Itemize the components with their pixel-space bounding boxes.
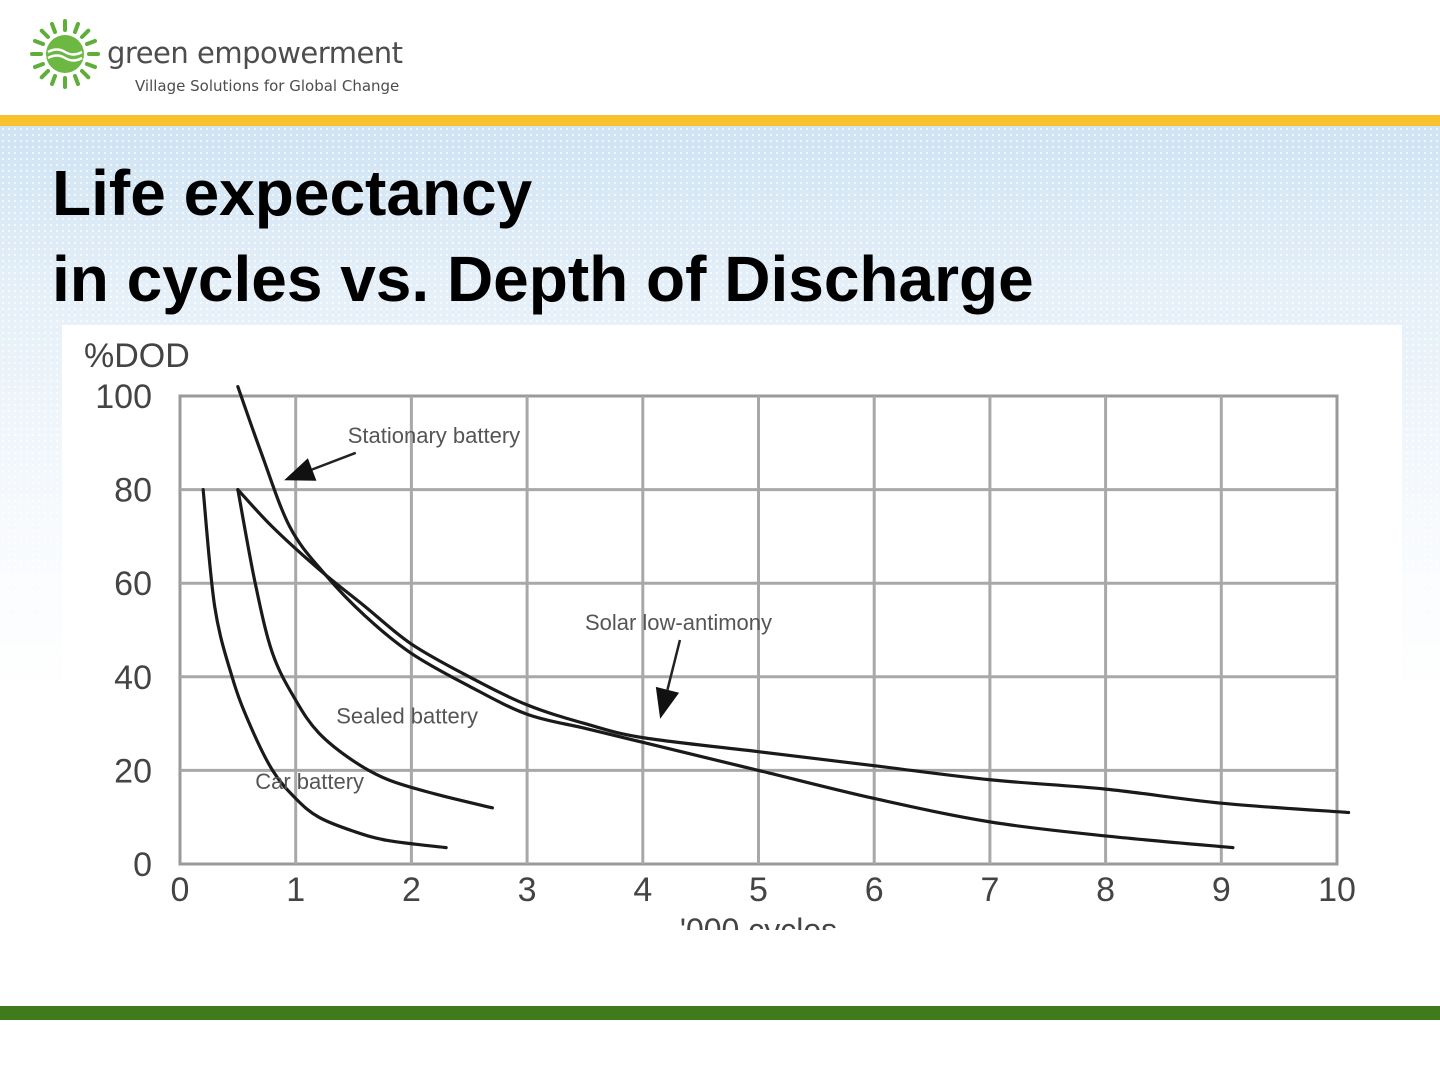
brand-tagline: Village Solutions for Global Change: [135, 77, 400, 95]
x-tick-label: 9: [1212, 871, 1231, 909]
annotation-arrow-line: [311, 451, 357, 471]
annotation-sealed-battery: Sealed battery: [336, 704, 478, 729]
x-tick-label: 1: [286, 871, 305, 909]
x-axis-label: '000 cycles: [680, 912, 837, 930]
series-line-car-battery: [201, 488, 448, 850]
title-line-2: in cycles vs. Depth of Discharge: [52, 243, 1034, 315]
slide-header: green empowerment Village Solutions for …: [0, 0, 1440, 115]
y-tick-label: 60: [114, 565, 152, 603]
y-tick-label: 80: [114, 472, 152, 510]
annotation-solar-low-antimony: Solar low-antimony: [585, 610, 772, 635]
series-line-solar-low-antimony: [236, 488, 1351, 815]
annotation-stationary-battery: Stationary battery: [348, 423, 520, 448]
top-accent-bar: [0, 115, 1440, 126]
chart-panel: 0 1 2 3 4 5 6 7 8 9 10 0 20 40 60 80 100 %DOD '000 cycles S…: [62, 325, 1402, 930]
annotation-arrow-line: [666, 639, 682, 691]
sun-logo-icon: [30, 19, 100, 89]
annotation-car-battery: Car battery: [255, 769, 364, 794]
y-axis-label: %DOD: [84, 337, 190, 375]
y-tick-label: 40: [114, 659, 152, 697]
x-tick-label: 5: [749, 871, 768, 909]
x-tick-label: 7: [980, 871, 999, 909]
brand-name: green empowerment: [107, 36, 403, 70]
series-line-stationary-battery: [236, 385, 1235, 850]
bottom-accent-bar: [0, 1006, 1440, 1020]
x-tick-label: 3: [518, 871, 537, 909]
x-tick-label: 4: [633, 871, 652, 909]
x-tick-label: 6: [865, 871, 884, 909]
x-tick-label: 10: [1318, 871, 1356, 909]
x-tick-label: 0: [171, 871, 190, 909]
annotation-arrow-head: [655, 686, 680, 719]
title-line-1: Life expectancy: [52, 157, 533, 229]
series-line-sealed-battery: [236, 488, 494, 810]
slide-footer: [0, 1020, 1440, 1080]
annotation-arrow-head: [284, 458, 317, 481]
y-tick-label: 100: [95, 378, 152, 416]
x-tick-label: 8: [1096, 871, 1115, 909]
x-tick-label: 2: [402, 871, 421, 909]
slide-title: Life expectancy in cycles vs. Depth of D…: [52, 150, 1034, 322]
y-tick-label: 20: [114, 752, 152, 790]
y-tick-label: 0: [133, 846, 152, 884]
